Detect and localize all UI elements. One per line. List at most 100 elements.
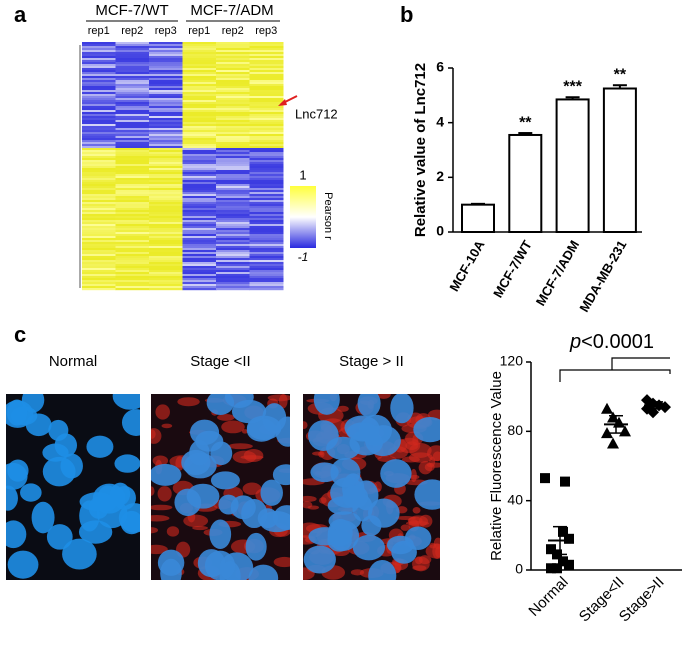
heat-cell (216, 200, 250, 203)
heat-cell (182, 72, 217, 75)
heat-cell (82, 218, 116, 221)
nucleus (303, 545, 336, 574)
heat-cell (82, 120, 116, 123)
heat-cell (115, 174, 150, 177)
x-tick-label: Normal (525, 574, 571, 620)
heat-cell (115, 150, 150, 153)
heat-cell (115, 162, 150, 165)
heat-cell (182, 240, 217, 243)
heat-cell (115, 42, 150, 45)
heat-cell (249, 80, 284, 83)
heat-cell (82, 70, 116, 73)
heat-cell (249, 204, 284, 207)
heat-cell (82, 102, 116, 105)
heat-cell (82, 254, 116, 257)
heat-cell (182, 268, 217, 271)
red-stain (151, 504, 173, 511)
heat-cell (82, 66, 116, 69)
heat-cell (149, 186, 183, 189)
heat-cell (149, 150, 183, 153)
heat-cell (216, 86, 250, 89)
heat-cell (149, 44, 183, 47)
heat-cell (182, 194, 217, 197)
heat-cell (216, 226, 250, 229)
heat-cell (149, 90, 183, 93)
heat-cell (182, 114, 217, 117)
heat-cell (249, 74, 284, 77)
nucleus (272, 464, 290, 486)
heat-cell (249, 182, 284, 185)
heat-cell (82, 196, 116, 199)
p-symbol: p (569, 331, 581, 353)
nucleus (257, 508, 278, 529)
heat-cell (115, 214, 150, 217)
y-tick-label: 2 (436, 168, 444, 184)
heat-cell (249, 286, 284, 289)
heat-cell (115, 186, 150, 189)
heat-cell (82, 186, 116, 189)
heat-cell (115, 202, 150, 205)
heat-cell (216, 44, 250, 47)
heat-cell (82, 268, 116, 271)
heat-cell (182, 94, 217, 97)
heat-cell (216, 122, 250, 125)
heat-cell (182, 76, 217, 79)
heat-cell (216, 126, 250, 129)
heat-cell (115, 180, 150, 183)
heat-cell (149, 152, 183, 155)
heat-cell (249, 210, 284, 213)
heat-cell (115, 142, 150, 145)
heat-cell (249, 220, 284, 223)
heat-cell (249, 206, 284, 209)
nucleus (121, 409, 140, 436)
heat-cell (182, 236, 217, 239)
heat-cell (216, 116, 250, 119)
heat-cell (82, 168, 116, 171)
heat-cell (216, 274, 250, 277)
heat-cell (82, 92, 116, 95)
heat-cell (115, 230, 150, 233)
heat-cell (182, 128, 217, 131)
heat-cell (216, 286, 250, 289)
heat-cell (115, 246, 150, 249)
heat-cell (249, 236, 284, 239)
heat-cell (149, 198, 183, 201)
heat-cell (82, 170, 116, 173)
heat-cell (182, 70, 217, 73)
heat-cell (182, 282, 217, 285)
heat-cell (149, 202, 183, 205)
heat-cell (182, 216, 217, 219)
heat-cell (149, 266, 183, 269)
heat-cell (216, 186, 250, 189)
red-stain (412, 506, 421, 514)
heat-cell (149, 66, 183, 69)
heat-cell (216, 70, 250, 73)
heat-cell (149, 268, 183, 271)
heat-cell (182, 96, 217, 99)
heat-cell (182, 150, 217, 153)
heat-cell (216, 178, 250, 181)
heat-cell (82, 282, 116, 285)
heat-cell (249, 172, 284, 175)
heat-cell (149, 184, 183, 187)
heat-cell (249, 82, 284, 85)
heat-cell (182, 186, 217, 189)
heat-cell (82, 114, 116, 117)
red-stain (429, 542, 437, 549)
heat-cell (182, 122, 217, 125)
heat-cell (82, 220, 116, 223)
heat-cell (216, 42, 250, 45)
point (558, 556, 568, 567)
heat-cell (249, 64, 284, 67)
heat-cell (182, 148, 217, 151)
heat-cell (82, 100, 116, 103)
nucleus (204, 550, 236, 580)
heat-cell (149, 142, 183, 145)
heat-cell (249, 164, 284, 167)
panel-label: a (14, 2, 27, 27)
heat-cell (249, 46, 284, 49)
heat-cell (182, 228, 217, 231)
heat-cell (149, 92, 183, 95)
heat-cell (249, 48, 284, 51)
nucleus (151, 463, 182, 486)
